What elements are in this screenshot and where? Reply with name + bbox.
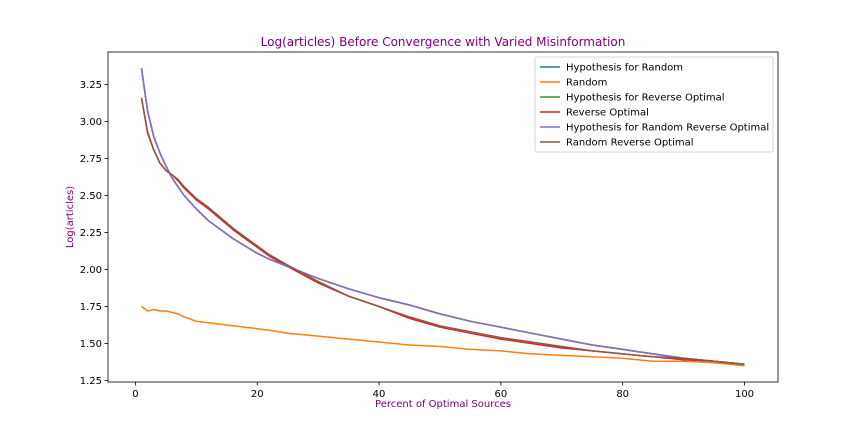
y-tick-label: 3.00 xyxy=(80,117,102,128)
legend-label: Random Reverse Optimal xyxy=(566,138,694,149)
legend-label: Hypothesis for Random Reverse Optimal xyxy=(566,123,769,134)
axis-ticks: 0 20 40 60 80 100 1.25 1.50 1.75 2.00 2.25 2.50 2.75… xyxy=(80,80,754,400)
y-tick-label: 3.25 xyxy=(80,80,102,91)
x-axis-label: Percent of Optimal Sources xyxy=(375,399,511,410)
series-line xyxy=(140,68,745,365)
series-line xyxy=(141,305,745,367)
y-axis-label: Log(articles) xyxy=(65,186,76,248)
x-tick-label: 100 xyxy=(735,389,754,400)
y-tick-label: 1.75 xyxy=(80,302,102,313)
y-tick-label: 2.50 xyxy=(80,191,102,202)
legend-label: Reverse Optimal xyxy=(566,108,649,119)
y-tick-label: 1.25 xyxy=(80,376,102,387)
series-line xyxy=(140,97,745,365)
legend-label: Random xyxy=(566,78,607,89)
y-tick-label: 1.50 xyxy=(80,339,102,350)
legend: Hypothesis for Random Random Hypothesis fo… xyxy=(534,56,774,153)
x-tick-label: 0 xyxy=(132,389,138,400)
chart-title: Log(articles) Before Convergence with Va… xyxy=(261,35,626,49)
y-tick-label: 2.25 xyxy=(80,228,102,239)
legend-label: Hypothesis for Random xyxy=(566,63,683,74)
x-tick-label: 80 xyxy=(616,389,629,400)
x-tick-label: 60 xyxy=(494,389,507,400)
y-tick-label: 2.75 xyxy=(80,154,102,165)
legend-box xyxy=(534,56,774,153)
y-tick-label: 2.00 xyxy=(80,265,102,276)
x-tick-label: 40 xyxy=(373,389,386,400)
plot-area xyxy=(107,51,779,383)
x-tick-label: 20 xyxy=(251,389,264,400)
legend-label: Hypothesis for Reverse Optimal xyxy=(566,93,725,104)
series-lines xyxy=(140,68,745,367)
